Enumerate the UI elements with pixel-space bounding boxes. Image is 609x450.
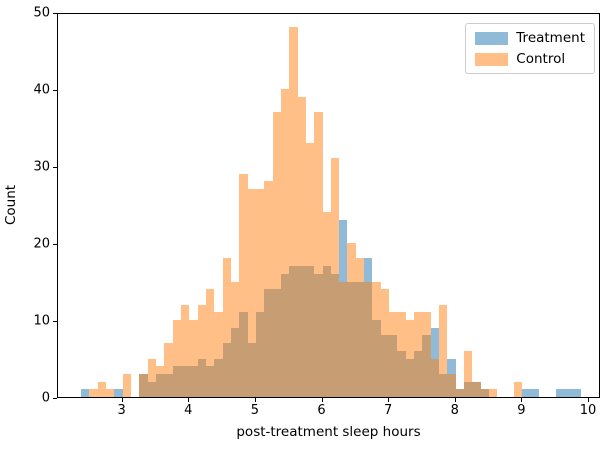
control-bar	[273, 112, 281, 397]
legend: Treatment Control	[465, 23, 595, 74]
control-bar	[181, 304, 189, 397]
control-bar	[406, 320, 414, 397]
control-bar	[98, 381, 106, 397]
control-bar	[306, 142, 314, 397]
control-bar	[198, 304, 206, 397]
control-bar	[472, 381, 481, 397]
control-bar	[231, 281, 239, 397]
control-bar	[298, 96, 306, 397]
x-tick-mark	[254, 398, 256, 402]
treatment-bar	[572, 389, 581, 397]
control-bar	[414, 312, 422, 397]
x-tick-mark	[388, 398, 390, 402]
control-bar	[389, 312, 397, 397]
legend-label-treatment: Treatment	[516, 30, 585, 46]
x-tick-label: 4	[184, 403, 193, 418]
y-tick-mark	[53, 321, 57, 322]
control-bar	[239, 173, 248, 397]
control-bar	[456, 389, 464, 397]
y-axis-label: Count	[3, 184, 19, 226]
legend-entry-treatment: Treatment	[475, 31, 585, 45]
x-tick-label: 3	[117, 403, 126, 418]
control-bar	[156, 366, 164, 397]
x-tick-mark	[454, 398, 456, 402]
control-bar	[431, 358, 439, 397]
control-bar	[189, 320, 198, 397]
control-bar	[89, 389, 98, 397]
x-tick-label: 6	[317, 403, 326, 418]
control-bar	[514, 381, 522, 397]
treatment-bar	[114, 389, 123, 397]
control-bar	[206, 289, 214, 397]
x-tick-mark	[188, 398, 190, 402]
x-tick-mark	[521, 398, 523, 402]
y-tick-label: 20	[33, 236, 50, 252]
y-tick-label: 50	[33, 5, 50, 21]
y-tick-label: 10	[33, 313, 50, 329]
legend-label-control: Control	[516, 51, 566, 67]
y-tick-label: 40	[33, 82, 50, 98]
control-bar	[256, 189, 264, 397]
control-bar	[439, 304, 447, 397]
control-bar	[481, 389, 489, 397]
treatment-swatch-icon	[475, 31, 509, 45]
control-bar	[106, 389, 114, 397]
treatment-bar	[531, 389, 539, 397]
control-bar	[364, 281, 372, 397]
control-bar	[372, 281, 381, 397]
control-swatch-icon	[475, 52, 509, 66]
control-bar	[464, 350, 472, 397]
x-tick-label: 5	[250, 403, 260, 418]
control-bar	[356, 258, 364, 397]
control-bar	[148, 358, 156, 397]
x-tick-label: 8	[450, 403, 459, 418]
y-tick-mark	[53, 244, 57, 245]
plot-area: Treatment Control	[57, 13, 600, 398]
control-bar	[323, 212, 331, 397]
control-bar	[397, 312, 406, 397]
x-axis-label: post-treatment sleep hours	[236, 424, 421, 440]
control-bar	[447, 373, 456, 397]
control-bar	[489, 389, 497, 397]
treatment-bar	[81, 389, 89, 397]
control-bar	[248, 189, 256, 397]
control-bar	[347, 243, 356, 397]
control-bar	[314, 112, 323, 397]
control-bar	[264, 181, 273, 397]
y-tick-mark	[53, 398, 57, 399]
x-tick-label: 10	[579, 403, 597, 418]
control-bar	[339, 281, 347, 397]
x-tick-label: 7	[383, 403, 393, 418]
control-bar	[281, 89, 289, 397]
control-bar	[214, 312, 223, 397]
control-bar	[139, 373, 148, 397]
x-tick-mark	[321, 398, 323, 402]
x-tick-mark	[588, 398, 589, 402]
control-bar	[123, 373, 131, 397]
y-tick-mark	[53, 90, 57, 91]
control-bar	[331, 158, 339, 397]
y-tick-label: 30	[33, 159, 50, 175]
histogram-bars	[58, 14, 599, 397]
treatment-bar	[556, 389, 564, 397]
control-bar	[223, 258, 231, 397]
control-bar	[173, 320, 181, 397]
y-tick-mark	[53, 167, 57, 168]
x-tick-mark	[121, 398, 123, 402]
control-bar	[381, 289, 389, 397]
control-bar	[422, 312, 431, 397]
control-bar	[164, 343, 173, 397]
x-tick-label: 9	[517, 403, 526, 418]
legend-entry-control: Control	[475, 52, 585, 66]
y-tick-label: 0	[41, 390, 50, 406]
y-tick-mark	[53, 13, 57, 14]
control-bar	[289, 27, 298, 397]
treatment-bar	[522, 389, 531, 397]
treatment-bar	[564, 389, 572, 397]
